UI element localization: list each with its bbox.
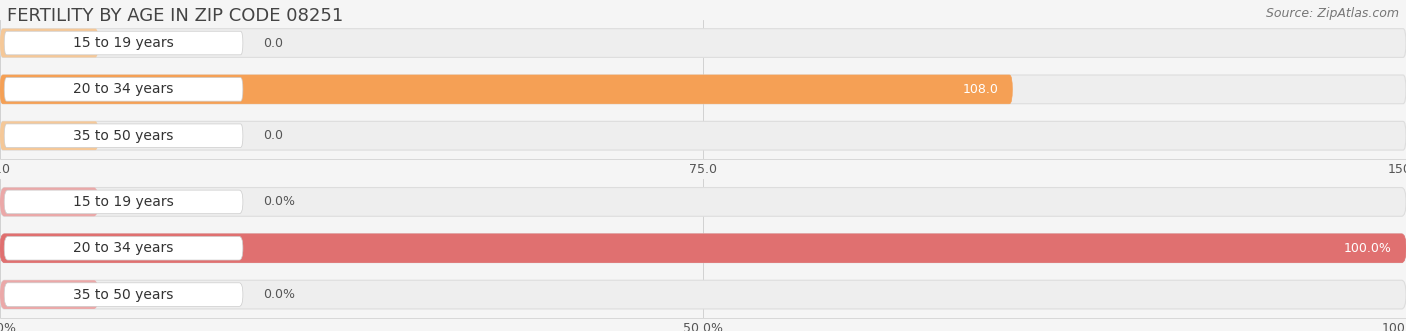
FancyBboxPatch shape xyxy=(4,236,243,260)
Text: 35 to 50 years: 35 to 50 years xyxy=(73,129,174,143)
Text: 0.0%: 0.0% xyxy=(263,288,295,301)
FancyBboxPatch shape xyxy=(4,283,243,307)
FancyBboxPatch shape xyxy=(4,124,243,148)
Text: 100.0%: 100.0% xyxy=(1344,242,1392,255)
Text: 15 to 19 years: 15 to 19 years xyxy=(73,195,174,209)
Text: 15 to 19 years: 15 to 19 years xyxy=(73,36,174,50)
Text: 35 to 50 years: 35 to 50 years xyxy=(73,288,174,302)
FancyBboxPatch shape xyxy=(0,29,1406,57)
FancyBboxPatch shape xyxy=(0,234,1406,262)
Text: FERTILITY BY AGE IN ZIP CODE 08251: FERTILITY BY AGE IN ZIP CODE 08251 xyxy=(7,7,343,24)
FancyBboxPatch shape xyxy=(4,77,243,101)
Text: Source: ZipAtlas.com: Source: ZipAtlas.com xyxy=(1265,7,1399,20)
FancyBboxPatch shape xyxy=(0,234,1406,262)
FancyBboxPatch shape xyxy=(0,188,98,216)
Text: 108.0: 108.0 xyxy=(962,83,998,96)
FancyBboxPatch shape xyxy=(0,188,1406,216)
Text: 0.0%: 0.0% xyxy=(263,195,295,209)
FancyBboxPatch shape xyxy=(4,31,243,55)
FancyBboxPatch shape xyxy=(0,280,98,309)
FancyBboxPatch shape xyxy=(0,75,1406,104)
FancyBboxPatch shape xyxy=(4,190,243,214)
FancyBboxPatch shape xyxy=(0,29,98,57)
FancyBboxPatch shape xyxy=(0,121,1406,150)
Text: 0.0: 0.0 xyxy=(263,36,283,50)
FancyBboxPatch shape xyxy=(0,121,98,150)
Text: 0.0: 0.0 xyxy=(263,129,283,142)
Text: 20 to 34 years: 20 to 34 years xyxy=(73,241,174,255)
FancyBboxPatch shape xyxy=(0,75,1012,104)
Text: 20 to 34 years: 20 to 34 years xyxy=(73,82,174,96)
FancyBboxPatch shape xyxy=(0,280,1406,309)
